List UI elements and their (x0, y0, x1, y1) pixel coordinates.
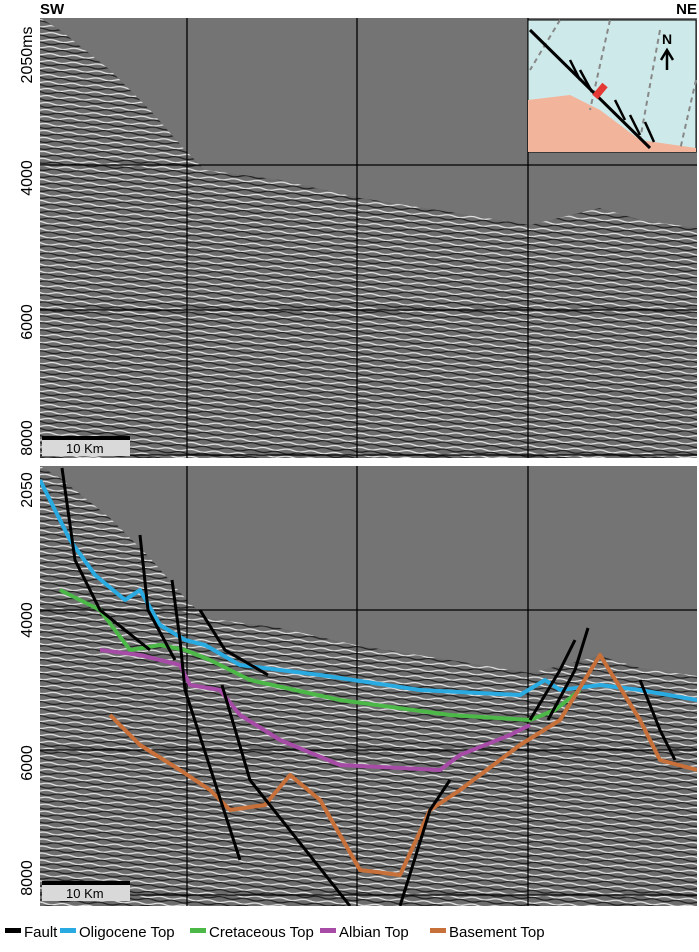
legend: Fault Oligocene Top Cretaceous Top Albian T… (5, 924, 545, 941)
legend-label: Cretaceous Top (209, 924, 314, 941)
legend-swatch (320, 928, 336, 933)
legend-swatch (430, 928, 446, 933)
depth-label: 2050 (19, 472, 36, 508)
label-ne: NE (676, 1, 697, 18)
depth-label: 4000 (19, 602, 36, 638)
depth-label: 6000 (19, 745, 36, 781)
legend-label: Basement Top (449, 924, 545, 941)
bottom-section: 10 Km (40, 466, 697, 906)
legend-swatch (190, 928, 206, 933)
top-section: 10 Km N (40, 18, 697, 458)
label-sw: SW (40, 1, 65, 18)
depth-label: 8000 (19, 420, 36, 456)
scale-bar-label: 10 Km (66, 886, 104, 901)
legend-swatch (5, 928, 21, 933)
depth-label: 8000 (19, 860, 36, 896)
legend-swatch (60, 928, 76, 933)
depth-label: 6000 (19, 304, 36, 340)
legend-label: Albian Top (339, 924, 409, 941)
scale-bar-label: 10 Km (66, 441, 104, 456)
north-label: N (662, 31, 672, 47)
legend-label: Oligocene Top (79, 924, 175, 941)
depth-label: 4000 (19, 160, 36, 196)
legend-label: Fault (24, 924, 58, 941)
depth-label: 2050ms (19, 27, 36, 84)
